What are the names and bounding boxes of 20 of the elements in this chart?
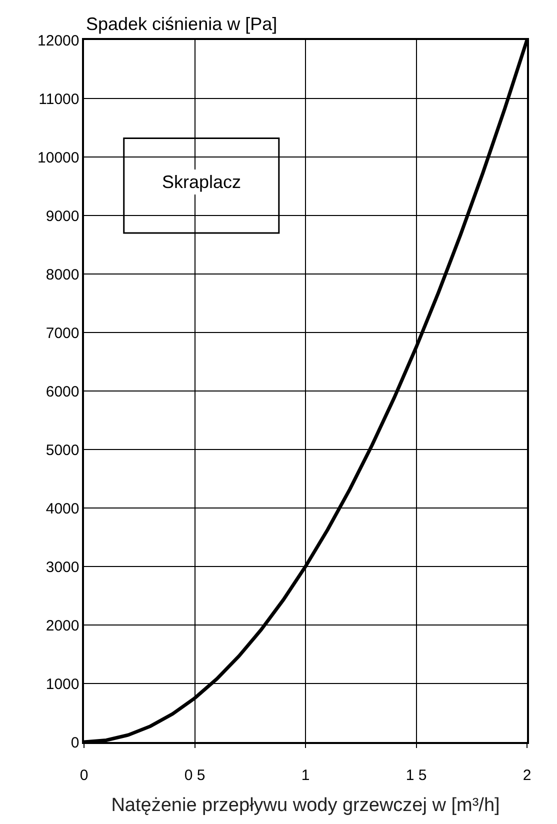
y-tick-label: 9000 bbox=[46, 208, 80, 225]
y-tick-label: 12000 bbox=[38, 32, 80, 50]
y-tick-label: 6000 bbox=[46, 383, 80, 400]
y-tick-label: 8000 bbox=[46, 266, 80, 284]
y-tick-label: 1000 bbox=[46, 676, 80, 693]
x-tick-label: 1 bbox=[301, 766, 310, 784]
y-tick-label: 3000 bbox=[46, 558, 80, 576]
x-axis-title: Natężenie przepływu wody grzewczej w [m³/h] bbox=[111, 795, 500, 816]
y-tick-label: 7000 bbox=[46, 324, 80, 342]
y-tick-label: 11000 bbox=[38, 90, 80, 108]
y-tick-label: 10000 bbox=[38, 149, 80, 166]
x-tick-label: 0 5 bbox=[184, 766, 206, 784]
annotation: Skraplacz bbox=[162, 172, 242, 192]
y-axis-title: Spadek ciśnienia w [Pa] bbox=[86, 14, 278, 34]
x-tick-label: 2 bbox=[522, 766, 532, 784]
y-tick-label: 4000 bbox=[46, 500, 80, 518]
y-tick-label: 0 bbox=[70, 734, 80, 752]
y-tick-label: 5000 bbox=[46, 442, 80, 459]
x-tick-label: 1 5 bbox=[406, 766, 427, 784]
y-tick-label: 2000 bbox=[46, 617, 80, 634]
